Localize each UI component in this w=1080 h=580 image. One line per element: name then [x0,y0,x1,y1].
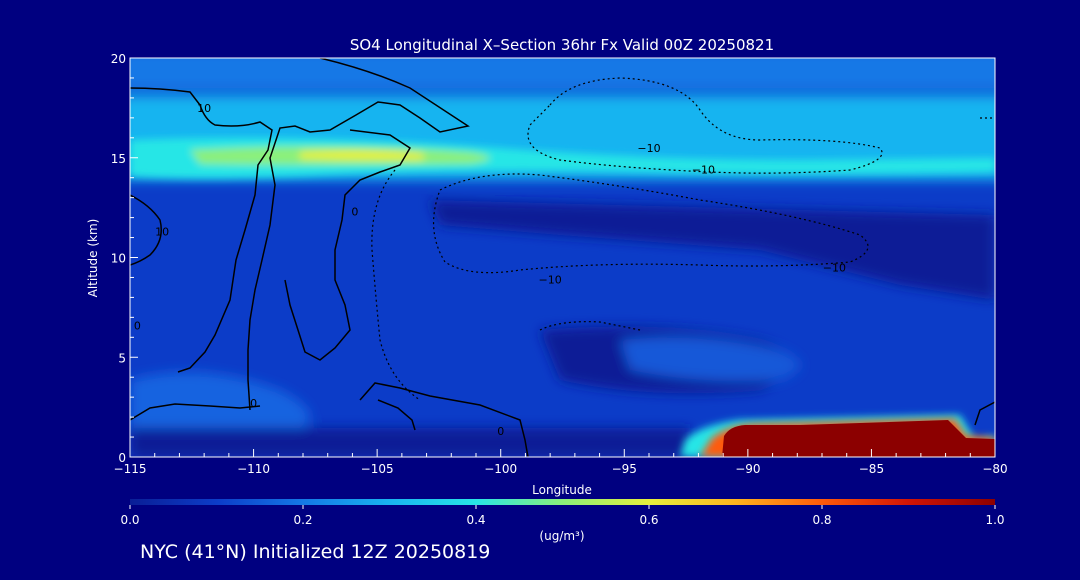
colorbar-tick-label: 0.8 [812,513,831,527]
y-tick-label: 20 [111,52,126,66]
y-axis-label: Altitude (km) [86,219,100,298]
init-caption: NYC (41°N) Initialized 12Z 20250819 [140,541,491,563]
contour-label: 0 [250,397,257,410]
contour-line [359,382,529,457]
contour-line-dotted [539,321,641,331]
y-tick-label: 15 [111,152,126,166]
contour-line-dotted [371,169,421,401]
x-tick-label: −110 [237,462,270,476]
contour-line [284,129,412,361]
mid-right-bright [620,336,800,382]
contour-line-dotted [527,77,883,174]
chart-title: SO4 Longitudinal X–Section 36hr Fx Valid… [350,36,774,54]
contour-label: −10 [637,142,660,155]
upper-band-hot [300,150,425,161]
contour-line-dotted [432,173,869,274]
y-tick-label: 0 [118,451,126,465]
x-tick-label: −95 [612,462,637,476]
contour-label: −10 [823,261,846,274]
colorbar: 0.0 0.2 0.4 0.6 0.8 1.0 (ug/m³) [120,499,1005,543]
colorbar-tick-label: 0.4 [466,513,485,527]
colorbar-tick-label: 0.6 [639,513,658,527]
contour-line [377,399,416,431]
x-tick-label: −80 [982,462,1007,476]
x-tick-label: −100 [484,462,517,476]
plot-area: 10 −10 −10 −10 10 0 0 0 0 −10 [130,58,995,457]
contour-lines [130,58,995,457]
colorbar-label: (ug/m³) [539,529,584,543]
x-tick-label: −115 [114,462,147,476]
concentration-field [130,58,995,457]
contour-label: 10 [155,226,169,239]
surface-maximum [680,415,995,457]
x-tick-label: −85 [859,462,884,476]
top-layer [130,58,995,90]
lower-dark-region [430,200,995,300]
y-tick-label: 5 [118,351,126,365]
upper-band [130,137,995,178]
contour-label: −10 [692,164,715,177]
contour-label: −10 [539,273,562,286]
x-tick-label: −90 [735,462,760,476]
contour-label: 0 [351,206,358,219]
contour-labels: 10 −10 −10 −10 10 0 0 0 0 −10 [134,102,846,438]
colorbar-ticks: 0.0 0.2 0.4 0.6 0.8 1.0 [120,505,1005,527]
contour-line [130,403,261,421]
contour-label: 0 [134,319,141,332]
surface-max-core [722,420,995,457]
contour-label: 0 [497,425,504,438]
contour-line [130,194,162,266]
y-axis: 0 5 10 15 20 [111,52,138,465]
x-axis: −115 −110 −105 −100 −95 −90 −85 −80 [114,449,1008,476]
contour-line [247,58,470,411]
contour-line [974,401,995,426]
contour-lines-dotted [371,77,995,401]
y-tick-label: 10 [111,252,126,266]
colorbar-tick-label: 0.0 [120,513,139,527]
surface-dark [130,428,690,457]
colorbar-gradient [130,499,995,505]
colorbar-tick-label: 1.0 [985,513,1004,527]
contour-line [130,87,273,373]
x-tick-label: −105 [361,462,394,476]
x-axis-label: Longitude [532,483,592,497]
contour-label: 10 [197,102,211,115]
colorbar-tick-label: 0.2 [293,513,312,527]
